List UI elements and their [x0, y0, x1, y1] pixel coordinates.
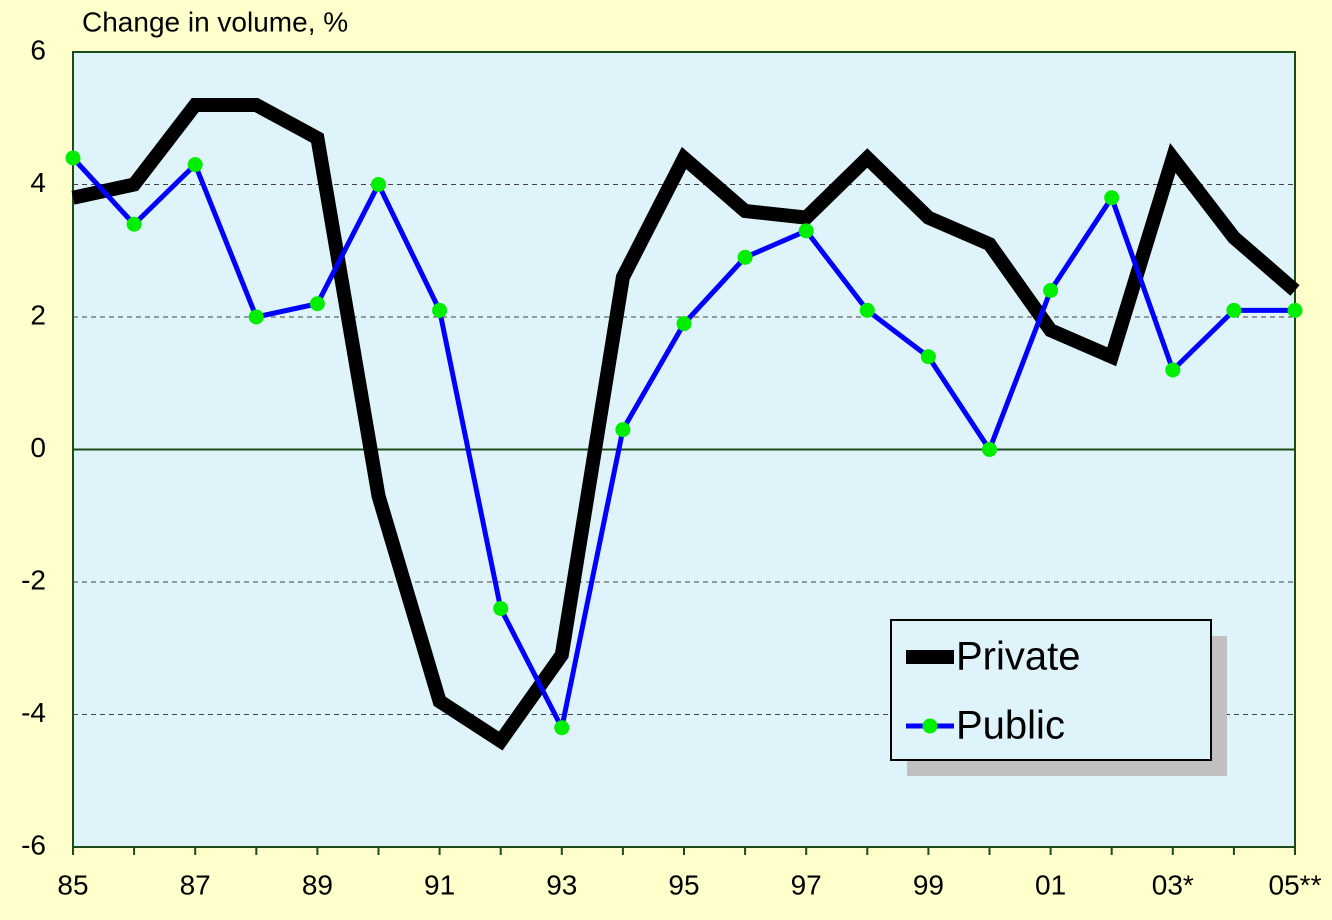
y-tick-label: 2: [30, 299, 46, 330]
x-tick-label: 91: [424, 869, 455, 900]
marker: [126, 216, 142, 232]
marker: [859, 302, 875, 318]
marker: [676, 316, 692, 332]
legend-label: Private: [956, 635, 1081, 679]
x-tick-label: 85: [57, 869, 88, 900]
y-tick-label: -6: [21, 829, 46, 860]
legend: [890, 619, 1212, 761]
x-tick-label: 01: [1035, 869, 1066, 900]
y-tick-label: 4: [30, 167, 46, 198]
marker: [432, 302, 448, 318]
marker: [493, 601, 509, 616]
marker: [187, 157, 203, 173]
marker: [1165, 362, 1181, 378]
marker: [1287, 302, 1303, 318]
x-tick-label: 97: [791, 869, 822, 900]
marker: [737, 249, 753, 265]
marker: [309, 296, 325, 312]
y-tick-label: 0: [30, 432, 46, 463]
marker: [371, 177, 386, 192]
marker: [1043, 283, 1059, 298]
marker: [248, 309, 264, 325]
marker: [554, 720, 570, 736]
x-tick-label: 89: [302, 869, 333, 900]
marker: [920, 349, 936, 365]
legend-label: Public: [956, 704, 1065, 748]
chart-title: Change in volume, %: [82, 6, 348, 37]
y-tick-label: 6: [30, 34, 46, 65]
marker: [798, 223, 814, 239]
x-tick-label: 03*: [1152, 869, 1194, 900]
marker: [1226, 302, 1242, 318]
x-tick-label: 05**: [1269, 869, 1322, 900]
marker: [982, 442, 997, 457]
marker: [615, 422, 631, 438]
x-tick-label: 99: [913, 869, 944, 900]
x-tick-label: 93: [546, 869, 577, 900]
y-tick-label: -4: [21, 697, 46, 728]
legend-marker: [922, 718, 938, 734]
marker: [1104, 190, 1120, 206]
x-tick-label: 95: [668, 869, 699, 900]
marker: [65, 150, 81, 166]
y-tick-label: -2: [21, 564, 46, 595]
x-tick-label: 87: [180, 869, 211, 900]
series-line: [71, 98, 1300, 751]
